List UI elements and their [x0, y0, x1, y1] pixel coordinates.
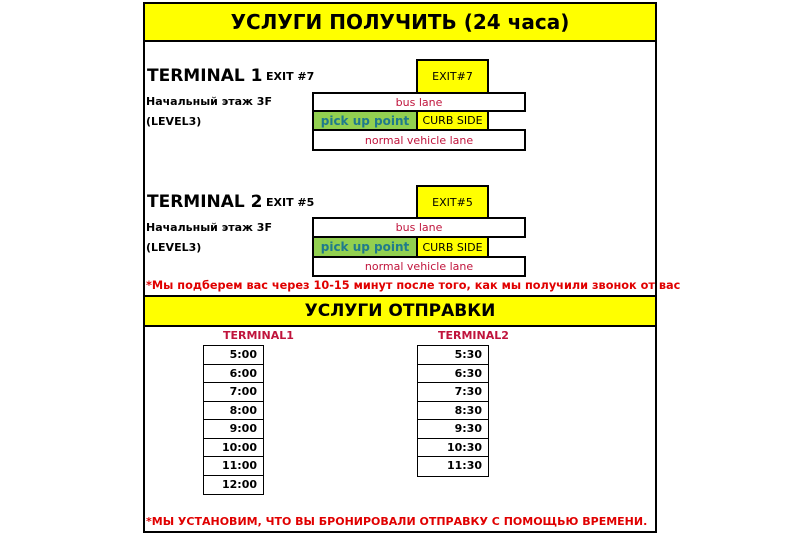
terminal1-exit: EXIT #7	[266, 70, 315, 83]
time-slot: 7:00	[204, 383, 263, 402]
terminal2-pickup-point: pick up point	[312, 236, 418, 258]
terminal2-times: 5:30 6:30 7:30 8:30 9:30 10:30 11:30	[417, 345, 489, 477]
terminal1-curb-side: CURB SIDE	[416, 110, 489, 131]
time-slot: 11:30	[446, 459, 482, 472]
terminal1-floor: Начальный этаж 3F	[146, 95, 272, 108]
pickup-note: *Мы подберем вас через 10-15 минут после…	[146, 279, 681, 292]
dropoff-terminal1-label: TERMINAL1	[223, 329, 294, 342]
time-slot: 10:30	[418, 439, 488, 457]
terminal2-floor: Начальный этаж 3F	[146, 221, 272, 234]
schedule-frame	[143, 2, 657, 533]
terminal1-normal-lane: normal vehicle lane	[312, 129, 526, 151]
time-slot: 8:30	[418, 402, 488, 420]
time-slot: 5:00	[204, 346, 263, 365]
time-slot: 5:30	[418, 346, 488, 365]
dropoff-terminal2-label: TERMINAL2	[438, 329, 509, 342]
terminal1-bus-lane: bus lane	[312, 92, 526, 112]
terminal2-exit-box: EXIT#5	[416, 185, 489, 219]
time-slot: 8:00	[204, 402, 263, 420]
time-slot: 6:00	[204, 365, 263, 383]
time-slot: 9:30	[418, 420, 488, 439]
dropoff-note: *МЫ УСТАНОВИМ, ЧТО ВЫ БРОНИРОВАЛИ ОТПРАВ…	[146, 515, 648, 528]
terminal1-exit-box: EXIT#7	[416, 59, 489, 94]
terminal2-exit: EXIT #5	[266, 196, 315, 209]
time-slot: 6:30	[418, 365, 488, 383]
terminal2-level: (LEVEL3)	[146, 241, 202, 254]
time-slot: 9:00	[204, 420, 263, 439]
terminal1-level: (LEVEL3)	[146, 115, 202, 128]
terminal1-times: 5:00 6:00 7:00 8:00 9:00 10:00 11:00 12:…	[203, 345, 264, 495]
time-slot: 11:00	[204, 457, 263, 476]
terminal2-name: TERMINAL 2	[147, 192, 263, 212]
terminal1-name: TERMINAL 1	[147, 66, 263, 86]
dropoff-title: УСЛУГИ ОТПРАВКИ	[145, 295, 655, 327]
pickup-title: УСЛУГИ ПОЛУЧИТЬ (24 часа)	[145, 4, 655, 42]
terminal2-normal-lane: normal vehicle lane	[312, 256, 526, 277]
time-slot: 12:00	[221, 477, 257, 491]
terminal1-pickup-point: pick up point	[312, 110, 418, 131]
time-slot: 10:00	[204, 439, 263, 457]
time-slot: 7:30	[418, 383, 488, 402]
terminal2-bus-lane: bus lane	[312, 217, 526, 238]
terminal2-curb-side: CURB SIDE	[416, 236, 489, 258]
